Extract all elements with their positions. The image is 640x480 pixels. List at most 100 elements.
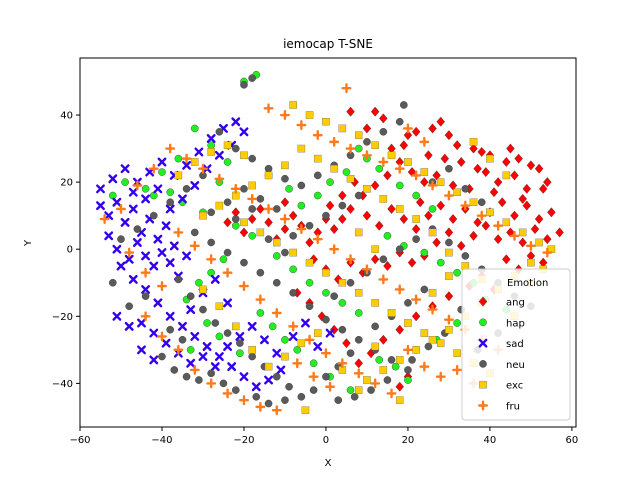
- point-ang: [387, 203, 396, 214]
- point-ang: [370, 106, 380, 117]
- x-tick-label: 40: [484, 435, 497, 446]
- point-exc: [305, 258, 314, 267]
- point-sad: [157, 248, 167, 258]
- point-exc: [428, 289, 437, 297]
- point-hap: [190, 124, 199, 133]
- point-hap: [404, 376, 412, 384]
- point-exc: [354, 131, 363, 139]
- point-ang: [543, 234, 552, 245]
- point-fru: [157, 281, 167, 292]
- point-hap: [436, 258, 445, 267]
- point-exc: [436, 178, 445, 186]
- point-hap: [326, 178, 334, 186]
- point-ang: [440, 153, 450, 164]
- point-sad: [301, 318, 310, 328]
- point-sad: [231, 117, 241, 127]
- point-neu: [371, 322, 379, 331]
- point-exc: [502, 171, 511, 180]
- point-ang: [543, 177, 552, 188]
- point-exc: [379, 195, 388, 203]
- point-neu: [190, 228, 199, 237]
- point-sad: [124, 321, 134, 331]
- point-hap: [121, 178, 129, 186]
- point-exc: [191, 158, 199, 166]
- point-fru: [411, 294, 422, 305]
- point-neu: [395, 117, 404, 126]
- point-neu: [252, 393, 261, 401]
- point-ang: [493, 234, 503, 245]
- point-hap: [354, 309, 363, 317]
- point-fru: [361, 264, 372, 275]
- point-hap: [289, 265, 297, 274]
- point-fru: [452, 364, 463, 375]
- point-neu: [477, 198, 486, 207]
- point-neu: [219, 379, 228, 388]
- point-fru: [476, 210, 487, 221]
- point-hap: [174, 154, 183, 163]
- legend-marker-ang: [478, 296, 488, 307]
- point-exc: [420, 329, 429, 337]
- point-sad: [153, 298, 163, 308]
- point-sad: [206, 134, 216, 143]
- y-tick-label: 0: [67, 245, 73, 256]
- point-exc: [486, 208, 494, 217]
- point-sad: [214, 352, 224, 361]
- point-neu: [395, 245, 404, 254]
- legend-label-fru: fru: [506, 402, 520, 413]
- point-fru: [173, 344, 184, 355]
- point-exc: [240, 218, 248, 227]
- point-exc: [174, 171, 183, 180]
- point-neu: [445, 238, 453, 247]
- point-sad: [288, 331, 298, 341]
- point-neu: [346, 278, 355, 287]
- point-neu: [211, 319, 220, 327]
- point-hap: [342, 168, 351, 176]
- point-exc: [387, 309, 396, 317]
- point-ang: [379, 113, 388, 124]
- point-exc: [453, 349, 461, 357]
- point-ang: [452, 140, 462, 151]
- point-ang: [477, 146, 486, 157]
- point-neu: [264, 235, 273, 243]
- point-exc: [428, 228, 437, 237]
- point-ang: [534, 214, 544, 225]
- point-ang: [555, 227, 564, 238]
- point-fru: [378, 274, 389, 285]
- point-neu: [223, 248, 232, 257]
- point-ang: [395, 381, 404, 392]
- point-neu: [186, 292, 195, 300]
- point-neu: [313, 171, 322, 180]
- point-ang: [362, 123, 372, 134]
- point-ang: [448, 180, 458, 191]
- point-ang: [288, 210, 298, 221]
- point-neu: [223, 329, 232, 337]
- point-exc: [289, 248, 297, 257]
- point-hap: [420, 248, 429, 257]
- point-fru: [370, 378, 381, 389]
- point-sad: [112, 311, 122, 321]
- point-exc: [281, 352, 289, 361]
- chart-title: iemocap T-SNE: [283, 37, 373, 51]
- point-hap: [305, 278, 314, 287]
- point-exc: [330, 164, 338, 173]
- point-exc: [256, 228, 265, 237]
- point-neu: [281, 174, 289, 183]
- point-sad: [210, 362, 220, 372]
- point-neu: [195, 376, 203, 384]
- point-ang: [239, 227, 249, 238]
- point-neu: [125, 302, 133, 311]
- point-sad: [157, 157, 167, 167]
- point-exc: [281, 161, 289, 170]
- point-exc: [379, 366, 388, 374]
- point-exc: [215, 302, 224, 310]
- point-sad: [276, 365, 286, 375]
- point-ang: [399, 214, 409, 225]
- point-ang: [432, 237, 441, 248]
- point-ang: [469, 230, 478, 241]
- legend-box: [461, 268, 571, 421]
- point-exc: [354, 386, 363, 394]
- point-fru: [140, 267, 151, 278]
- point-ang: [223, 217, 232, 228]
- point-fru: [181, 153, 192, 164]
- point-ang: [457, 157, 466, 167]
